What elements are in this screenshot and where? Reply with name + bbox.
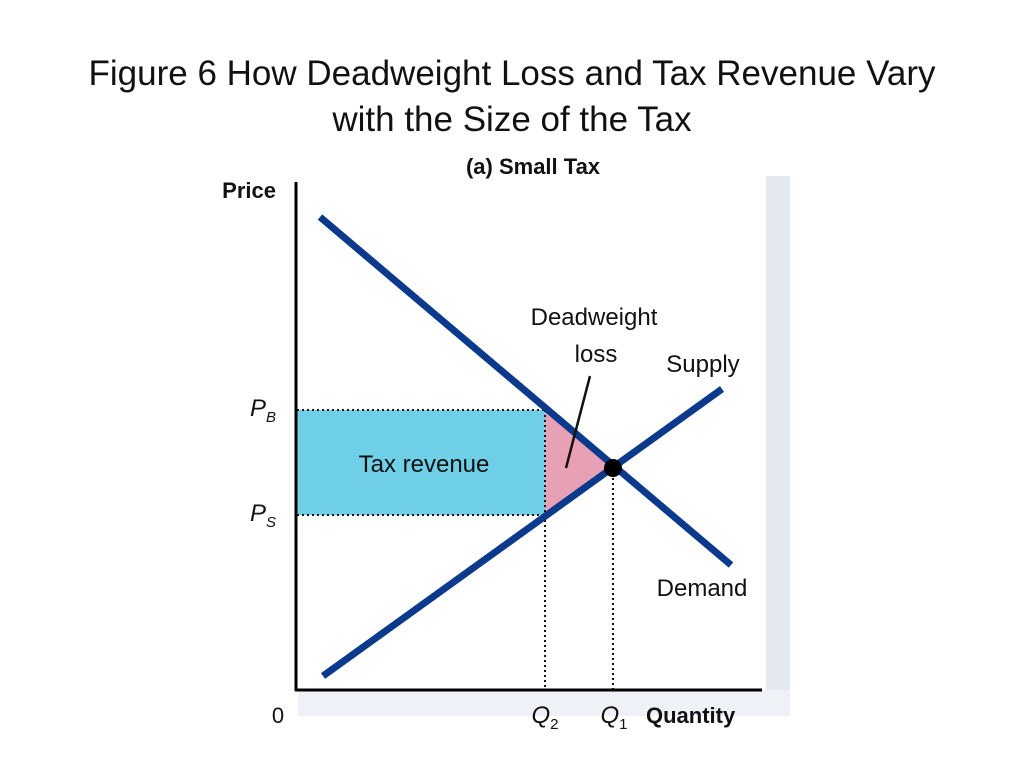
ps-label-sub: S	[266, 514, 276, 531]
q2-label-sub: 2	[550, 716, 558, 733]
deadweight-loss-pointer	[564, 375, 592, 469]
deadweight-loss-label-line-1: Deadweight	[531, 304, 658, 331]
supply-curve	[320, 386, 725, 679]
q1-label-base: Q	[600, 702, 619, 729]
deadweight-loss-area	[545, 410, 614, 515]
panel-shadow	[766, 176, 790, 716]
q2-label: Q2	[531, 702, 558, 733]
y-axis-label: Price	[222, 178, 276, 203]
origin-label: 0	[272, 703, 284, 728]
demand-label: Demand	[657, 575, 748, 602]
pb-label: PB	[250, 395, 276, 426]
ps-label-base: P	[250, 500, 266, 527]
supply-label: Supply	[666, 351, 739, 378]
figure-title-line-1: Figure 6 How Deadweight Loss and Tax Rev…	[88, 54, 936, 93]
tax-revenue-label: Tax revenue	[359, 451, 490, 478]
demand-curve	[317, 214, 734, 568]
q1-label-sub: 1	[619, 716, 627, 733]
panel-shadow-bottom	[298, 690, 790, 716]
equilibrium-point	[604, 459, 622, 477]
x-axis-label: Quantity	[646, 703, 736, 728]
q2-label-base: Q	[531, 702, 550, 729]
tax-revenue-area	[297, 410, 545, 515]
panel-title: (a) Small Tax	[466, 154, 601, 179]
deadweight-loss-label-line-2: loss	[575, 341, 618, 368]
q1-label: Q1	[600, 702, 627, 733]
ps-label: PS	[250, 500, 276, 531]
pb-label-sub: B	[266, 409, 276, 426]
figure-title-line-2: with the Size of the Tax	[332, 100, 692, 139]
pb-label-base: P	[250, 395, 266, 422]
